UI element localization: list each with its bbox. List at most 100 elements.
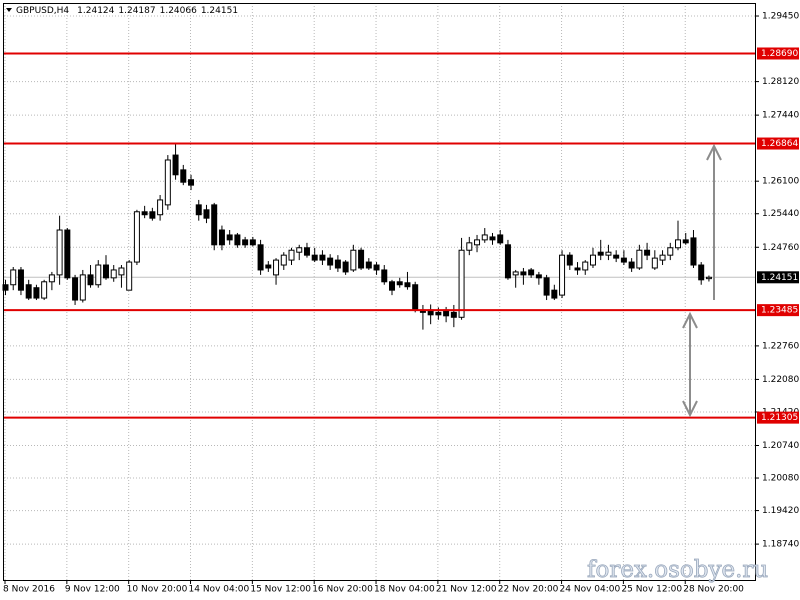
candle-body (404, 282, 411, 288)
level-label-box (757, 304, 799, 317)
candle-body (698, 264, 705, 281)
level-label: 1.28690 (761, 49, 798, 59)
current-price-box (757, 271, 799, 284)
candle-body (133, 211, 140, 263)
candle-body (87, 274, 94, 286)
candle-body (242, 239, 249, 246)
candle-body (543, 277, 550, 296)
candle-body (280, 254, 287, 266)
candle-body (504, 244, 511, 279)
candle-body (218, 229, 225, 246)
x-tick-label: 14 Nov 04:00 (189, 585, 250, 595)
candle-body (644, 249, 651, 256)
x-tick-label: 15 Nov 12:00 (250, 585, 311, 595)
y-tick-label: 1.25440 (762, 209, 799, 219)
candle-body (296, 247, 303, 253)
header-close: 1.24151 (201, 6, 238, 16)
candle-body (667, 247, 674, 256)
y-tick-label: 1.29450 (762, 12, 799, 22)
level-label-box (757, 47, 799, 60)
arrow-head (682, 400, 698, 418)
candle-body (265, 264, 272, 269)
candle-body (551, 289, 558, 299)
x-tick-label: 28 Nov 20:00 (683, 585, 744, 595)
level-label-box (757, 411, 799, 424)
header: GBPUSD,H4 1.24124 1.24187 1.24066 1.24151 (6, 6, 238, 16)
candle-body (180, 169, 187, 183)
candle-body (110, 269, 117, 279)
level-label: 1.26864 (761, 139, 798, 149)
arrow-head (706, 143, 722, 161)
candle-body (450, 311, 457, 318)
candle-body (435, 311, 442, 316)
level-label-box (757, 137, 799, 150)
y-tick-label: 1.24760 (762, 243, 799, 253)
x-tick-label: 21 Nov 12:00 (436, 585, 497, 595)
candle-body (458, 249, 465, 318)
candle-body (234, 234, 241, 246)
header-open: 1.24124 (77, 6, 114, 16)
candle-body (582, 261, 589, 271)
header-high: 1.24187 (118, 6, 155, 16)
level-label: 1.23485 (761, 306, 798, 316)
candle-body (126, 261, 133, 291)
menu-triangle (6, 8, 12, 12)
candle-body (257, 244, 264, 271)
candle-body (389, 281, 395, 291)
y-tick-label: 1.28120 (762, 77, 799, 87)
candle-body (41, 281, 48, 299)
candle-body (303, 247, 310, 256)
x-tick-label: 10 Nov 20:00 (127, 585, 188, 595)
current-price-label: 1.24151 (761, 273, 798, 283)
candle-body (381, 269, 388, 283)
x-tick-label: 22 Nov 20:00 (498, 585, 559, 595)
candle-body (195, 204, 202, 216)
candle-body (497, 234, 504, 244)
candle-body (474, 239, 481, 246)
candle-body (566, 254, 573, 266)
candle-body (288, 249, 295, 261)
candle-body (203, 209, 210, 219)
y-tick-label: 1.18740 (762, 540, 799, 550)
candle-body (481, 234, 488, 241)
candle-body (319, 254, 326, 261)
x-tick-label: 25 Nov 12:00 (621, 585, 682, 595)
candle-body (659, 254, 666, 261)
x-tick-label: 8 Nov 2016 (3, 585, 55, 595)
candle-body (358, 249, 365, 269)
candle-body (520, 271, 527, 276)
candle-body (682, 239, 689, 244)
candle-body (528, 269, 535, 276)
y-tick-label: 1.27440 (762, 111, 799, 121)
candle-body (396, 281, 403, 286)
y-tick-label: 1.22080 (762, 375, 799, 385)
chart-title: GBPUSD,H4 (16, 6, 69, 16)
candle-body (327, 257, 334, 266)
candle-body (512, 271, 519, 276)
candle-body (188, 179, 195, 186)
x-tick-label: 24 Nov 04:00 (560, 585, 621, 595)
candle-body (466, 242, 473, 251)
candle-body (489, 236, 496, 241)
candle-body (613, 254, 620, 259)
candle-body (95, 264, 102, 286)
y-tick-label: 1.20080 (762, 474, 799, 484)
candle-body (33, 287, 40, 299)
arrow-head (682, 311, 698, 329)
header-low: 1.24066 (160, 6, 197, 16)
x-tick-label: 18 Nov 04:00 (374, 585, 435, 595)
candle-body (172, 154, 179, 176)
candle-body (334, 259, 341, 269)
candle-body (157, 199, 164, 216)
candle-body (535, 274, 542, 279)
candle-body (226, 234, 233, 241)
candle-body (605, 251, 612, 256)
candle-body (365, 261, 372, 269)
candle-body (574, 267, 581, 271)
candle-body (149, 211, 156, 219)
candle-body (559, 254, 566, 296)
candle-body (10, 269, 17, 286)
marks (2, 52, 755, 419)
